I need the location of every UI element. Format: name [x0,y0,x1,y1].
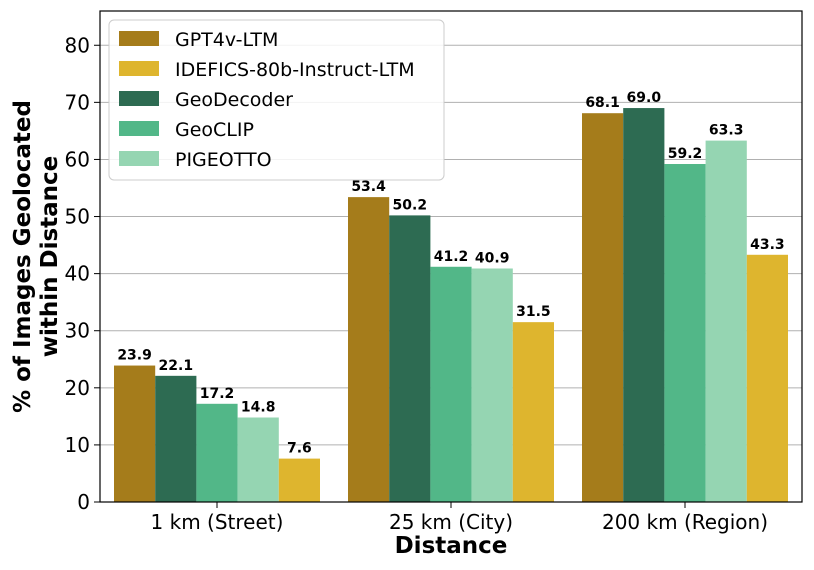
bar [155,375,197,502]
bar-value-label: 63.3 [709,123,744,139]
x-tick-label: 1 km (Street) [151,510,284,534]
y-tick-label: 60 [65,147,90,171]
y-tick-label: 0 [77,490,90,514]
x-axis-ticks: 1 km (Street) 25 km (City) 200 km (Region) [151,502,768,534]
bar-value-label: 14.8 [241,400,276,416]
y-tick-label: 10 [65,433,90,457]
legend-label: IDEFICS-80b-Instruct-LTM [175,59,415,81]
y-tick-label: 50 [65,205,90,229]
legend-swatch [119,151,159,166]
legend-swatch [119,61,159,76]
bars [114,108,788,503]
bar [348,197,390,502]
bar-value-label: 41.2 [434,249,469,265]
bar-value-label: 50.2 [393,197,428,213]
legend-label: PIGEOTTO [175,149,272,171]
bar-value-label: 31.5 [516,304,551,320]
bar-value-label: 59.2 [668,146,703,162]
bar-value-label: 68.1 [585,95,620,111]
legend-swatch [119,31,159,46]
y-axis-title-line-2: within Distance [37,156,63,358]
x-axis-title: Distance [395,533,508,559]
legend-box [108,19,445,181]
x-tick-label: 25 km (City) [389,510,513,534]
legend: GPT4v-LTM IDEFICS-80b-Instruct-LTM GeoDeco… [108,19,445,181]
legend-label: GeoCLIP [175,119,254,141]
bar [623,108,665,502]
bar [389,215,431,503]
bar-value-label: 17.2 [200,386,235,402]
bar [664,164,706,502]
legend-swatch [119,91,159,106]
bar-value-label: 40.9 [475,250,510,266]
bar [582,113,624,503]
y-axis-ticks: 0 10 20 30 40 50 60 70 80 [65,33,100,514]
bar-value-label: 69.0 [627,90,662,106]
y-tick-label: 80 [65,33,90,57]
bar [512,322,554,502]
value-labels: 23.9 22.1 17.2 14.8 7.6 53.4 50.2 41.2 40.9 31.5 6… [117,90,784,457]
bar-value-label: 53.4 [351,179,386,195]
y-tick-label: 30 [65,319,90,343]
bar [430,266,472,502]
legend-label: GPT4v-LTM [175,29,278,51]
legend-label: GeoDecoder [175,89,293,111]
bar [278,458,320,502]
bar-value-label: 22.1 [159,358,194,374]
bar-value-label: 7.6 [287,441,312,457]
y-axis-title-line-1: % of Images Geolocated [10,100,36,413]
bar [237,417,279,502]
bar [705,140,747,502]
y-tick-label: 70 [65,90,90,114]
bar [196,403,238,502]
y-tick-label: 40 [65,262,90,286]
legend-swatch [119,121,159,136]
bar-value-label: 23.9 [117,348,152,364]
bar [114,365,156,502]
bar [746,254,788,502]
bar [471,268,513,502]
x-tick-label: 200 km (Region) [602,510,768,534]
bar-value-label: 43.3 [750,237,785,253]
y-tick-label: 20 [65,376,90,400]
